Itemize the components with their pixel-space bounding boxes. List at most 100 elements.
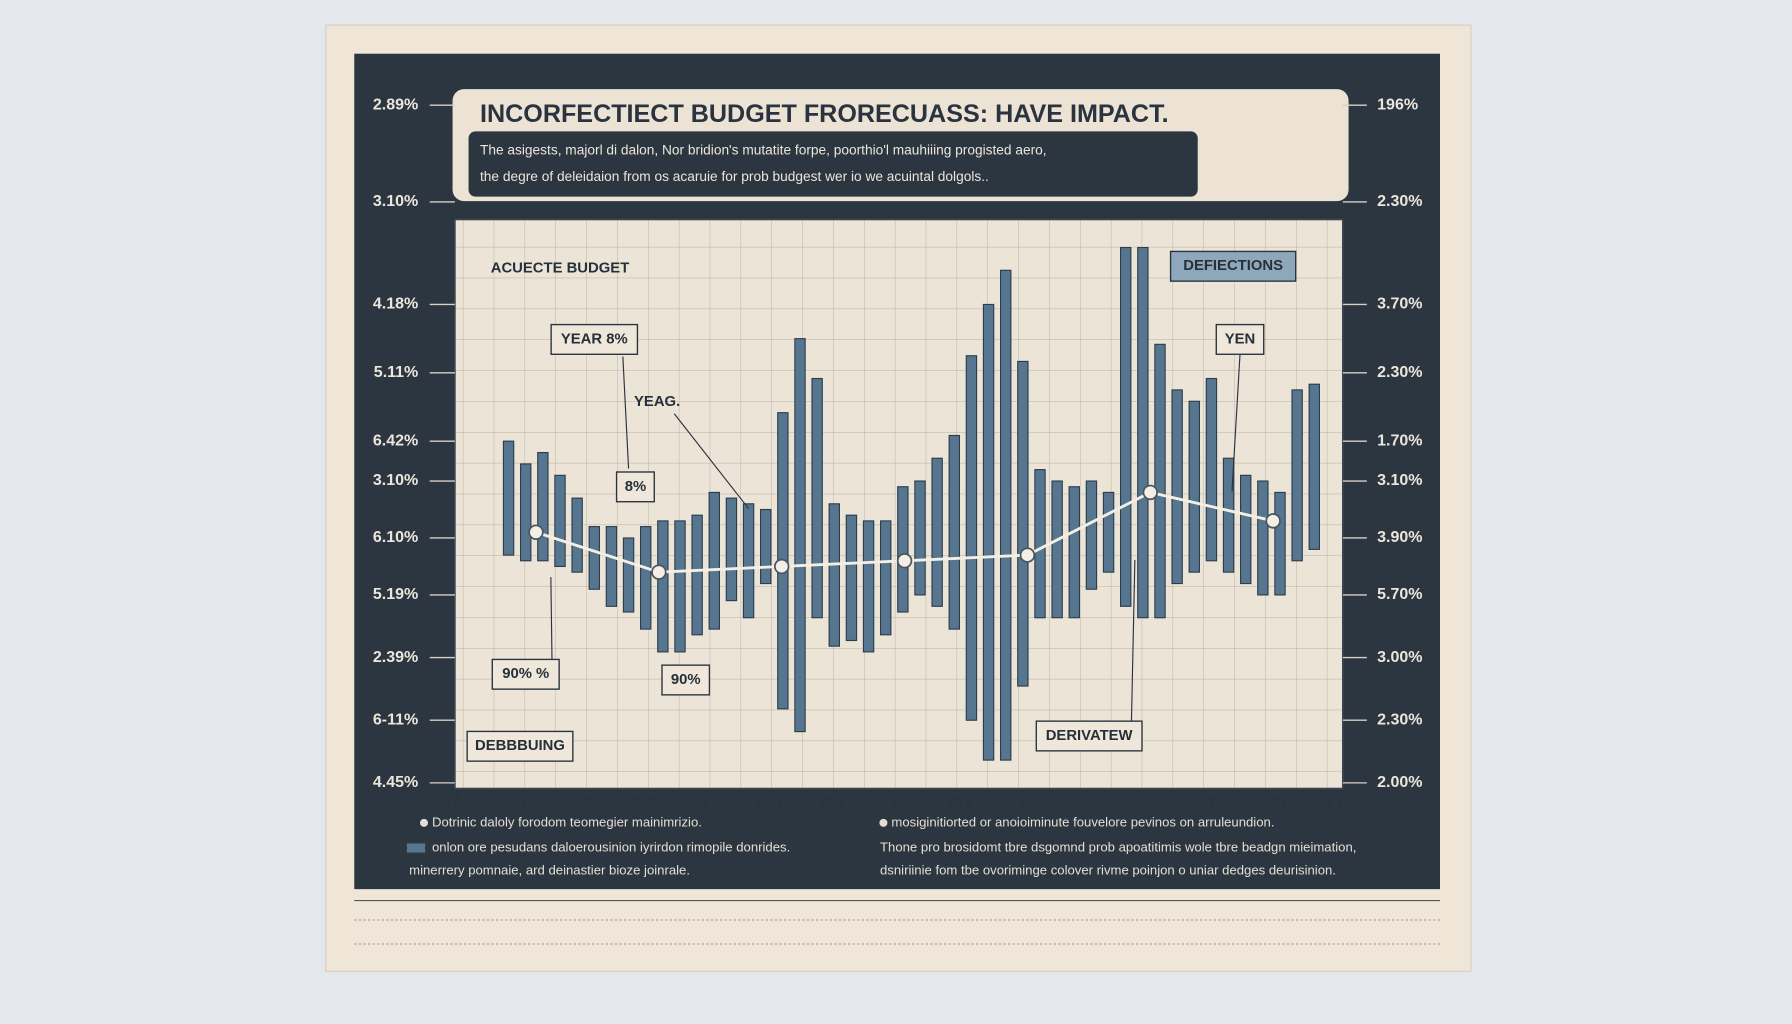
bar	[760, 508, 772, 585]
y2-tick-label: 3.00%	[1377, 649, 1422, 666]
x-tick-label: Y	[1207, 794, 1218, 811]
bar	[1239, 474, 1252, 585]
y2-tick-label: 3.10%	[1377, 472, 1422, 489]
trend-point	[896, 553, 913, 569]
bar	[811, 377, 823, 619]
annotation: 8%	[625, 479, 646, 495]
bar	[622, 537, 635, 613]
x-tick-label: 259	[1136, 794, 1163, 811]
x-tick-label: 251	[946, 794, 973, 811]
bar	[880, 520, 892, 636]
bar	[691, 514, 703, 636]
bar	[1068, 486, 1080, 619]
bar	[1034, 469, 1046, 619]
annotation: 90% %	[502, 666, 549, 682]
bar	[1308, 383, 1320, 550]
annotation-box	[550, 323, 639, 355]
y2-tick-label: 2.30%	[1377, 711, 1422, 728]
bar	[1051, 480, 1063, 619]
bar	[588, 526, 600, 590]
trend-point	[1019, 547, 1036, 563]
trend-point	[1142, 484, 1158, 501]
bar	[571, 497, 583, 573]
bar	[674, 520, 686, 653]
bar	[845, 514, 858, 642]
legend-text: onlon ore pesudans daloerousinion iyrird…	[432, 839, 790, 854]
annotation-box	[491, 658, 560, 690]
y2-tick-label: 2.30%	[1377, 364, 1422, 381]
y2-tick-label: 1.70%	[1377, 432, 1422, 449]
trend-point	[651, 564, 667, 580]
x-tick-label: 224	[755, 794, 782, 811]
bar	[794, 338, 806, 733]
bar	[914, 480, 926, 596]
y-tick-label: 5.19%	[373, 586, 418, 603]
legend-text: Dotrinic daloly forodom teomegier mainim…	[432, 814, 702, 829]
bar	[605, 526, 618, 607]
y-tick-label: 6.42%	[373, 432, 418, 449]
annotation-box	[1215, 323, 1265, 355]
y2-tick-label: 3.90%	[1377, 529, 1422, 546]
annotation-box	[1035, 720, 1143, 752]
annotation-box	[661, 664, 711, 696]
annotation: ACUECTE BUDGET	[491, 260, 630, 276]
y-tick-label: 6.10%	[373, 529, 418, 546]
y-tick-label: 5.11%	[374, 364, 418, 381]
bar	[1274, 491, 1286, 596]
y-tick-label: 4.18%	[373, 296, 418, 313]
legend-text: dsniriinie fom tbe ovoriminge colover ri…	[880, 862, 1336, 877]
y-tick-label: 2.39%	[373, 649, 418, 666]
x-tick-label: 2?1	[1326, 794, 1354, 811]
bar	[554, 474, 566, 568]
bar	[965, 355, 978, 721]
bar	[537, 451, 549, 562]
y-tick-label: 4.45%	[373, 774, 418, 791]
bar	[828, 503, 840, 647]
bar	[1017, 360, 1029, 687]
bar	[1119, 246, 1132, 607]
x-tick-label: 207	[1263, 794, 1290, 811]
x-tick-label: Y	[890, 794, 901, 811]
y2-tick-label: 5.70%	[1377, 586, 1422, 603]
bar	[725, 497, 738, 602]
bar	[502, 440, 515, 556]
bar	[1000, 269, 1012, 761]
legend-marker	[420, 818, 428, 827]
bar	[862, 520, 875, 653]
legend-text: mosiginitiorted or anoioiminute fouvelor…	[891, 814, 1274, 829]
leader-line	[1231, 354, 1241, 492]
x-tick-label: 207	[819, 794, 846, 811]
legend-marker	[879, 818, 888, 827]
annotation-box	[466, 730, 574, 762]
y2-tick-label: 3.70%	[1377, 296, 1422, 313]
x-tick-label: 107	[502, 794, 529, 811]
y-tick-label: 6-11%	[373, 711, 418, 728]
subtitle-box	[468, 131, 1198, 197]
y2-tick-label: 2.30%	[1377, 193, 1422, 210]
bar	[931, 457, 943, 607]
x-tick-label: 07	[443, 794, 461, 811]
bar	[948, 434, 960, 630]
bar	[742, 503, 755, 619]
bar	[1291, 389, 1303, 562]
leader-line	[550, 577, 553, 661]
bar	[1154, 343, 1166, 619]
bar	[1137, 246, 1149, 619]
trend-point	[774, 558, 790, 575]
bar	[708, 491, 720, 630]
annotation: YEN	[1225, 331, 1256, 347]
leader-line	[622, 356, 630, 469]
y-tick-label: 3.10%	[373, 472, 418, 489]
chart-title: INCORFECTIECT BUDGET FRORECUASS: HAVE IM…	[480, 100, 1169, 128]
subtitle: the degre of deleidaion from os acaruie …	[480, 169, 989, 184]
subtitle: The asigests, majorl di dalon, Nor bridi…	[480, 142, 1047, 157]
bar	[982, 303, 995, 761]
annotation: YEAR 8%	[561, 331, 628, 347]
y2-tick-label: 196%	[1377, 96, 1418, 113]
legend-text: minerrery pomnaie, ard deinastier bioze …	[409, 862, 690, 877]
annotation: DERIVATEW	[1046, 728, 1133, 744]
bar	[1102, 491, 1115, 573]
annotation: YEAG.	[634, 394, 680, 410]
